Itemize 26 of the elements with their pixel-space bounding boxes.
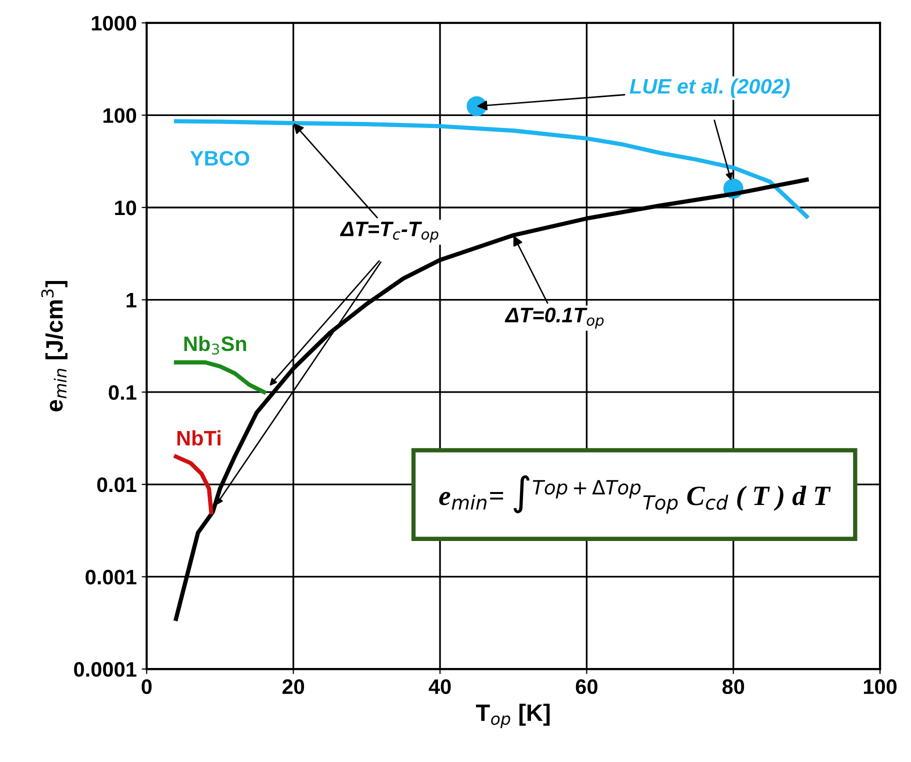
line-series xyxy=(174,360,266,394)
annotation: ΔT=T$_{c}$-T$_{op}$ xyxy=(340,222,438,243)
y-tick-label: 1000 xyxy=(92,16,136,31)
y-tick-label: 0.01 xyxy=(97,477,136,492)
y-tick-label: 100 xyxy=(104,108,136,123)
series-label: NbTi xyxy=(177,430,220,446)
annotation: LUE et al. (2002) xyxy=(630,78,790,98)
annotation: e$_{min}$= ∫$^{Top+ΔTop}$$_{Top}$ C$_{cd}$ ( T ) d T xyxy=(439,475,831,514)
series-label: YBCO xyxy=(190,150,250,166)
x-tick-label: 0 xyxy=(142,679,152,694)
series-label: Nb$_{3}$Sn xyxy=(184,336,246,355)
line-series xyxy=(174,454,214,514)
y-tick-label: 0.1 xyxy=(108,385,136,400)
y-axis-title: e$_{min}$ [J/cm$^{3}$] xyxy=(41,280,68,412)
y-tick-label: 0.001 xyxy=(86,570,136,584)
x-tick-label: 40 xyxy=(428,679,451,694)
line-series xyxy=(174,119,809,219)
x-tick-label: 80 xyxy=(722,679,744,694)
y-tick-label: 1 xyxy=(126,293,136,308)
x-axis-title: T$_{op}$ [K] xyxy=(476,704,550,728)
y-tick-label: 10 xyxy=(115,200,136,216)
y-tick-label: 0.0001 xyxy=(74,662,136,677)
x-tick-label: 60 xyxy=(576,679,598,694)
annotation: ΔT=0.1T$_{op}$ xyxy=(504,308,604,329)
x-tick-label: 20 xyxy=(282,679,304,694)
x-tick-label: 100 xyxy=(864,679,897,694)
